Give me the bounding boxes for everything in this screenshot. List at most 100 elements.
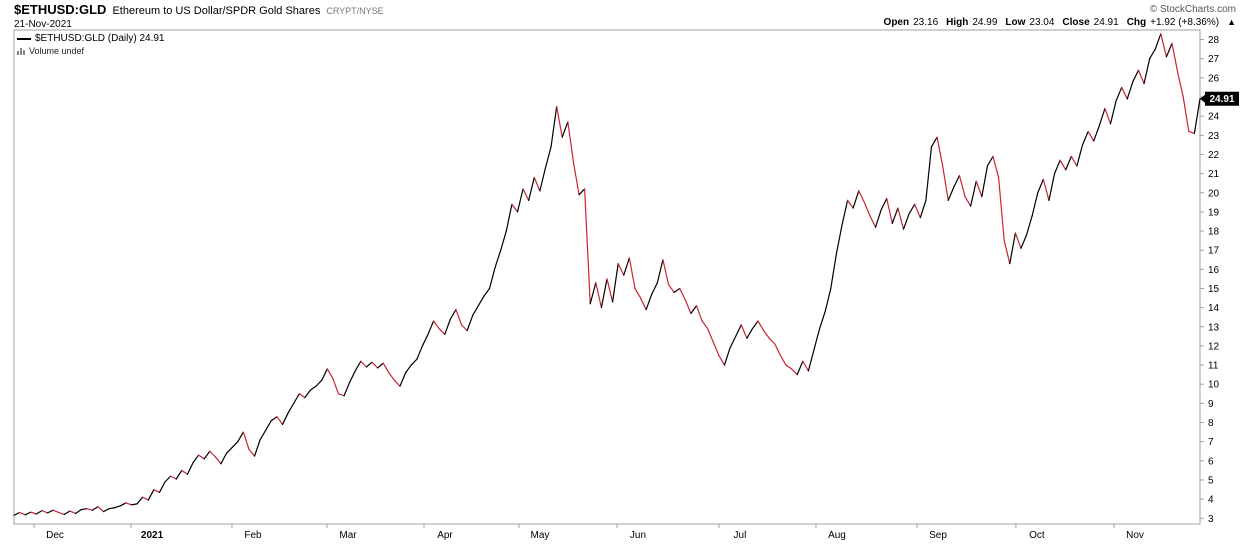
series-line-icon [17, 38, 31, 40]
price-line-segment [13, 511, 21, 516]
price-line-segment [1188, 130, 1196, 134]
chg-value: +1.92 (+8.36%) [1150, 17, 1220, 28]
x-axis-label: Dec [46, 530, 64, 541]
price-line-segment [701, 320, 709, 330]
price-line-segment [237, 431, 244, 443]
chart-header-left: $ETHUSD:GLD Ethereum to US Dollar/SPDR G… [14, 3, 384, 31]
price-line-segment [712, 341, 720, 357]
x-axis-label: May [531, 530, 550, 541]
y-tick-label: 3 [1208, 514, 1214, 525]
price-line-segment [399, 372, 407, 387]
price-line-segment [746, 328, 754, 339]
price-line-segment [511, 203, 519, 213]
price-line-segment [1014, 232, 1022, 249]
price-line-segment [24, 511, 32, 516]
symbol-description: Ethereum to US Dollar/SPDR Gold Shares [112, 5, 321, 17]
price-line-segment [886, 197, 893, 224]
price-line-segment [164, 475, 172, 483]
y-tick-label: 17 [1208, 246, 1220, 257]
price-line-segment [723, 347, 731, 366]
x-axis-label: 2021 [141, 530, 164, 541]
price-line-segment [802, 360, 809, 372]
y-tick-label: 12 [1208, 341, 1220, 352]
price-line-segment [729, 335, 737, 349]
price-line-segment [444, 318, 451, 336]
price-line-segment [846, 199, 854, 209]
price-line-segment [136, 496, 144, 505]
price-line-segment [1009, 232, 1016, 265]
price-line-segment [382, 362, 390, 374]
y-tick-label: 6 [1208, 456, 1214, 467]
price-line-segment [242, 431, 250, 450]
price-line-segment [192, 454, 200, 464]
x-axis-label: Jun [630, 530, 646, 541]
price-line-segment [561, 121, 569, 138]
price-line-segment [153, 488, 161, 494]
price-line-segment [556, 105, 563, 138]
price-line-segment [1003, 240, 1011, 265]
price-line-segment [63, 510, 71, 516]
price-line-segment [102, 508, 110, 513]
price-line-segment [393, 379, 401, 387]
x-axis-label: Oct [1029, 530, 1045, 541]
y-tick-label: 20 [1208, 188, 1220, 199]
price-line-segment [942, 165, 949, 202]
price-line-segment [673, 287, 681, 293]
price-line-segment [1053, 159, 1061, 175]
x-axis-label: Nov [1126, 530, 1144, 541]
price-line-segment [763, 330, 770, 339]
price-line-segment [1087, 130, 1095, 142]
price-line-segment [438, 328, 446, 336]
price-line-segment [768, 337, 776, 345]
price-line-segment [1093, 125, 1100, 142]
price-line-segment [91, 506, 99, 511]
price-line-segment [460, 324, 468, 332]
price-line-segment [572, 161, 580, 196]
price-line-segment [158, 481, 166, 494]
price-line-segment [528, 176, 535, 202]
low-value: 23.04 [1029, 17, 1055, 28]
y-tick-label: 28 [1208, 35, 1220, 46]
price-line-segment [550, 105, 558, 148]
price-line-segment [326, 368, 334, 380]
price-line-segment [1059, 159, 1067, 171]
exchange-label: CRYPT/NYSE [326, 6, 384, 16]
price-line-segment [919, 199, 927, 219]
price-line-segment [259, 429, 267, 441]
price-line-segment [567, 121, 575, 163]
price-line-segment [986, 155, 994, 167]
open-value: 23.16 [913, 17, 939, 28]
price-line-segment [1076, 144, 1084, 167]
price-line-segment [427, 320, 435, 336]
volume-legend-row: Volume undef [17, 45, 164, 57]
price-line-segment [500, 230, 507, 251]
price-line-segment [735, 324, 742, 337]
price-line-segment [466, 314, 474, 332]
high-label: High [946, 17, 969, 28]
price-line-segment [315, 379, 323, 387]
series-legend-label: $ETHUSD:GLD (Daily) 24.91 [35, 33, 165, 44]
up-arrow-icon: ▲ [1227, 17, 1236, 27]
price-line-segment [796, 360, 804, 376]
price-line-segment [858, 190, 865, 203]
price-line-segment [455, 308, 463, 326]
price-line-segment [981, 165, 989, 198]
price-line-segment [142, 496, 149, 501]
price-line-segment [125, 502, 133, 506]
price-line-segment [220, 452, 228, 465]
y-tick-label: 8 [1208, 418, 1214, 429]
price-line-segment [488, 266, 496, 290]
price-line-segment [281, 412, 289, 426]
low-label: Low [1005, 17, 1026, 28]
price-line-segment [740, 324, 748, 339]
y-tick-label: 26 [1208, 73, 1220, 84]
price-line-segment [1042, 178, 1050, 202]
price-line-segment [1121, 86, 1128, 100]
price-line-segment [119, 502, 127, 507]
volume-bars-icon [17, 47, 25, 55]
y-tick-label: 14 [1208, 303, 1220, 314]
price-line-segment [757, 320, 765, 332]
price-line-segment [835, 224, 843, 255]
last-price-tag [1205, 91, 1239, 106]
plot-border [13, 29, 1201, 525]
